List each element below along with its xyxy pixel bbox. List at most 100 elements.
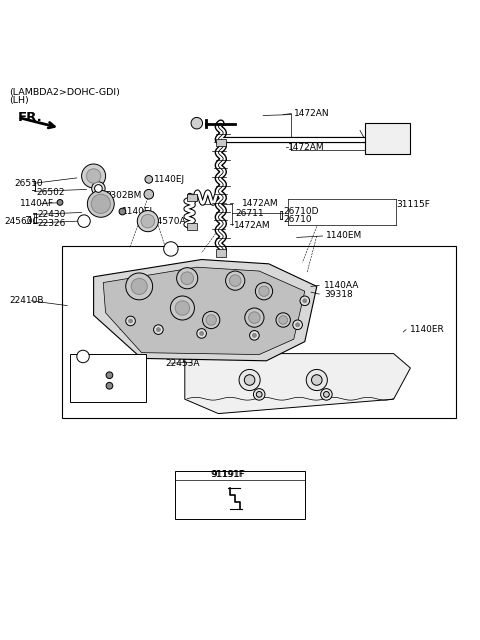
Text: (LAMBDA2>DOHC-GDI): (LAMBDA2>DOHC-GDI) <box>9 88 120 97</box>
Circle shape <box>324 392 329 397</box>
Text: 91991: 91991 <box>77 381 106 390</box>
Circle shape <box>296 323 300 326</box>
Text: 1140AA: 1140AA <box>324 281 360 290</box>
Bar <box>175 471 305 519</box>
Text: 1472AN: 1472AN <box>294 109 329 118</box>
Text: 1140EJ: 1140EJ <box>122 207 154 216</box>
Text: 1140EJ: 1140EJ <box>154 175 185 184</box>
Circle shape <box>95 184 102 192</box>
Text: 22410B: 22410B <box>10 296 44 305</box>
Polygon shape <box>103 268 305 355</box>
Bar <box>62 246 456 419</box>
Circle shape <box>82 164 106 188</box>
Bar <box>216 249 226 257</box>
Circle shape <box>306 369 327 390</box>
Circle shape <box>300 296 310 305</box>
Text: 22453A: 22453A <box>166 358 200 368</box>
Circle shape <box>77 350 89 363</box>
Circle shape <box>177 268 198 289</box>
Circle shape <box>255 283 273 300</box>
Circle shape <box>206 315 216 325</box>
Circle shape <box>144 189 154 199</box>
Bar <box>216 138 226 146</box>
Circle shape <box>170 296 194 320</box>
Circle shape <box>303 299 307 303</box>
Text: 1472AM: 1472AM <box>288 143 324 152</box>
Text: 1140ER: 1140ER <box>410 325 445 334</box>
Text: 1140EJ: 1140EJ <box>75 371 107 380</box>
Circle shape <box>86 169 101 183</box>
Circle shape <box>164 242 178 256</box>
Circle shape <box>145 175 153 183</box>
Circle shape <box>259 286 269 296</box>
Text: 1140EM: 1140EM <box>326 232 363 241</box>
Circle shape <box>156 328 160 332</box>
Circle shape <box>87 191 114 218</box>
Text: 1140EJ: 1140EJ <box>75 371 107 380</box>
Circle shape <box>175 301 190 315</box>
Circle shape <box>106 382 113 389</box>
Circle shape <box>293 320 302 330</box>
Circle shape <box>200 332 204 335</box>
Circle shape <box>256 392 262 397</box>
Circle shape <box>57 200 63 205</box>
Polygon shape <box>185 353 410 413</box>
Bar <box>187 194 197 202</box>
Text: 26711: 26711 <box>235 209 264 218</box>
Text: a: a <box>81 352 85 361</box>
Text: 26710: 26710 <box>283 214 312 224</box>
Text: 91191F: 91191F <box>210 470 244 479</box>
Circle shape <box>279 316 288 324</box>
Circle shape <box>131 278 147 294</box>
Circle shape <box>137 211 158 232</box>
Circle shape <box>126 273 153 300</box>
Text: 22326: 22326 <box>37 218 66 228</box>
Circle shape <box>253 388 265 400</box>
Circle shape <box>126 316 135 326</box>
Bar <box>70 353 146 402</box>
Polygon shape <box>94 260 317 361</box>
Bar <box>365 123 410 154</box>
Circle shape <box>92 182 105 195</box>
Circle shape <box>106 372 113 378</box>
Circle shape <box>226 271 245 291</box>
Text: a: a <box>168 244 173 253</box>
Circle shape <box>91 195 110 214</box>
Text: (LH): (LH) <box>9 95 28 105</box>
Text: P302BM: P302BM <box>105 191 141 200</box>
Circle shape <box>129 319 132 323</box>
Text: 39318: 39318 <box>158 343 187 352</box>
Text: 26502: 26502 <box>36 188 64 197</box>
Text: 26710C: 26710C <box>365 126 400 135</box>
Circle shape <box>203 312 220 329</box>
Text: 26510: 26510 <box>14 179 43 188</box>
Circle shape <box>191 118 203 129</box>
Circle shape <box>276 313 290 327</box>
Text: 24560C: 24560C <box>5 216 39 226</box>
Circle shape <box>119 208 126 215</box>
Text: 1140AF: 1140AF <box>20 199 54 208</box>
Text: 91991: 91991 <box>77 381 106 390</box>
Text: 39311E: 39311E <box>119 323 153 332</box>
Text: 1472AM: 1472AM <box>242 199 279 209</box>
Text: 1472AM: 1472AM <box>234 221 271 230</box>
Text: 22441P: 22441P <box>254 324 288 333</box>
Text: 91191F: 91191F <box>211 470 245 479</box>
Text: 22430: 22430 <box>37 210 66 219</box>
Text: 26710D: 26710D <box>283 207 319 216</box>
Circle shape <box>312 375 322 385</box>
Circle shape <box>78 215 90 227</box>
Circle shape <box>229 275 241 287</box>
Circle shape <box>252 333 256 337</box>
Text: 24570A: 24570A <box>151 217 186 226</box>
Circle shape <box>249 312 260 323</box>
Text: 31115F: 31115F <box>396 200 430 209</box>
Circle shape <box>245 308 264 327</box>
Circle shape <box>250 330 259 340</box>
Text: 39318: 39318 <box>324 289 353 299</box>
Circle shape <box>321 388 332 400</box>
Circle shape <box>141 214 155 228</box>
Text: 1140EJ: 1140EJ <box>122 314 154 324</box>
Bar <box>187 223 197 230</box>
Circle shape <box>197 329 206 338</box>
